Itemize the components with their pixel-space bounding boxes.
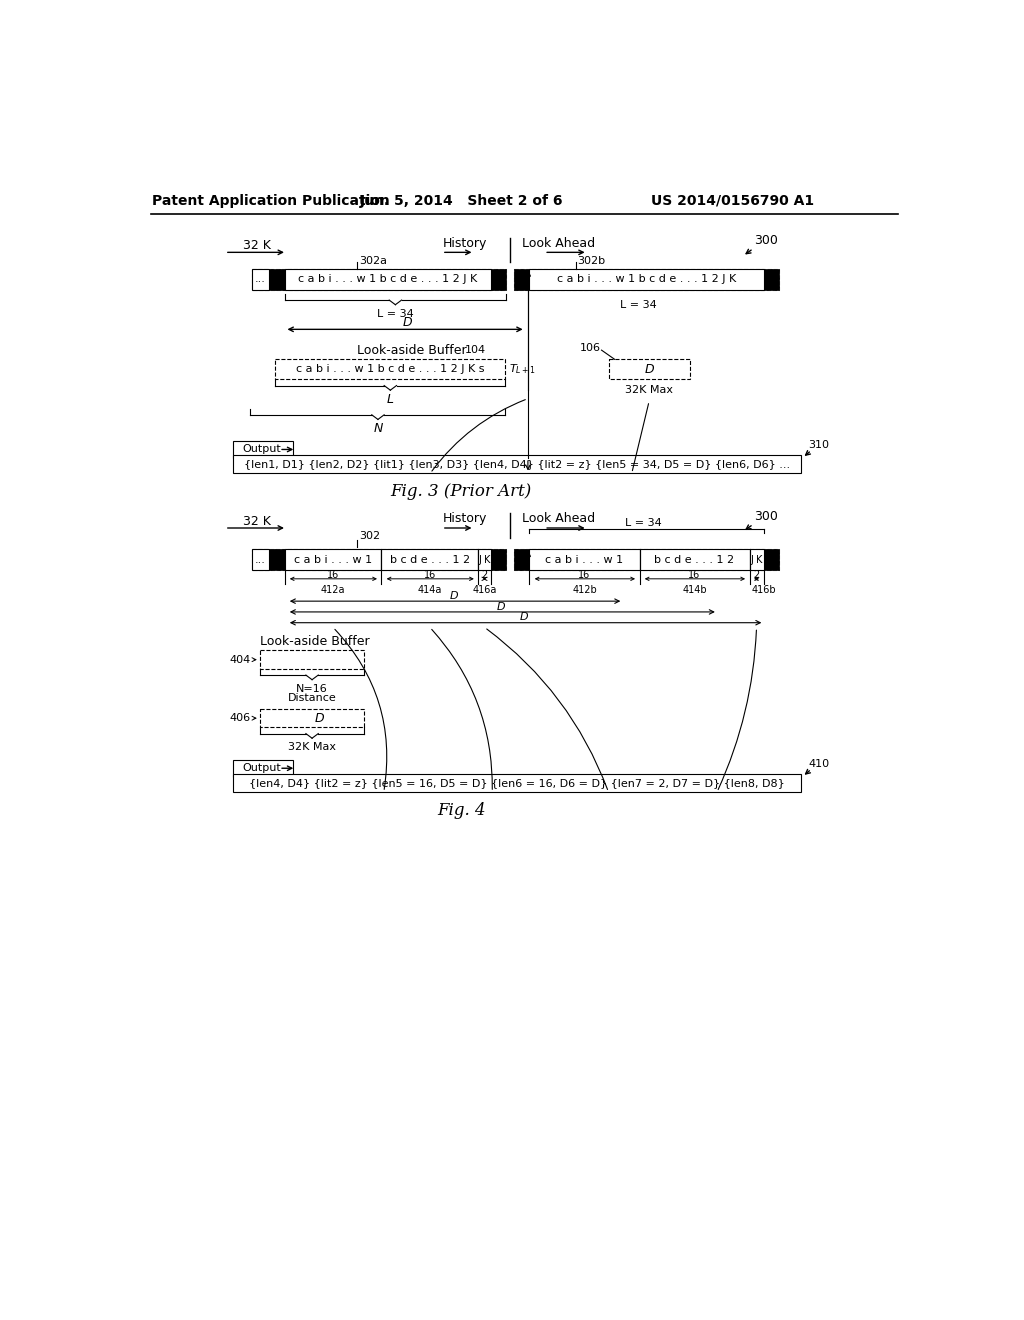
Text: 2: 2 (481, 570, 487, 579)
Bar (285, 549, 381, 570)
Text: 16: 16 (424, 570, 436, 579)
Text: N=16: N=16 (296, 684, 328, 694)
Text: Output: Output (243, 763, 282, 774)
Text: 414a: 414a (418, 585, 442, 595)
Text: D: D (644, 363, 654, 376)
Bar (232, 455, 801, 474)
Text: 300: 300 (755, 510, 778, 523)
Bar (640, 549, 750, 570)
Bar (514, 549, 529, 570)
Text: 310: 310 (809, 440, 829, 450)
Text: 32 K: 32 K (243, 239, 270, 252)
Text: 302a: 302a (359, 256, 387, 265)
Text: 32 K: 32 K (243, 515, 270, 528)
Text: N: N (374, 422, 383, 436)
Bar (608, 359, 690, 379)
Bar (232, 441, 293, 458)
Text: 302b: 302b (578, 256, 605, 265)
Text: 32K Max: 32K Max (288, 742, 336, 752)
Text: Look-aside Buffer: Look-aside Buffer (260, 635, 370, 648)
Bar (252, 549, 506, 570)
Bar (275, 359, 506, 379)
Text: $T_{L+1}$: $T_{L+1}$ (509, 363, 537, 376)
Text: L = 34: L = 34 (620, 300, 656, 310)
Bar (260, 651, 365, 669)
Bar (285, 268, 490, 290)
Text: c a b i . . . w 1 b c d e . . . 1 2 J K: c a b i . . . w 1 b c d e . . . 1 2 J K (557, 275, 736, 284)
Text: US 2014/0156790 A1: US 2014/0156790 A1 (651, 194, 814, 207)
Text: History: History (443, 236, 487, 249)
Bar (252, 268, 269, 290)
Bar (750, 549, 764, 570)
Bar (260, 709, 365, 727)
Text: ...: ... (255, 275, 266, 284)
Text: History: History (443, 512, 487, 525)
Text: Output: Output (243, 445, 282, 454)
Bar (252, 268, 506, 290)
Text: L = 34: L = 34 (625, 517, 662, 528)
Bar (529, 549, 640, 570)
Text: Look-aside Buffer: Look-aside Buffer (356, 343, 466, 356)
Text: 300: 300 (755, 234, 778, 247)
Bar (514, 549, 779, 570)
Bar (232, 760, 293, 776)
Text: 302: 302 (359, 532, 380, 541)
Bar (764, 268, 779, 290)
Bar (490, 268, 506, 290)
Text: c a b i . . . w 1 b c d e . . . 1 2 J K: c a b i . . . w 1 b c d e . . . 1 2 J K (298, 275, 477, 284)
Text: J K: J K (751, 554, 763, 565)
Text: Distance: Distance (288, 693, 337, 704)
Text: L = 34: L = 34 (377, 309, 414, 319)
Text: 2: 2 (754, 570, 760, 579)
Text: 416b: 416b (752, 585, 776, 595)
Text: D: D (450, 591, 458, 601)
Text: ...: ... (255, 554, 266, 565)
Bar (514, 268, 529, 290)
Text: b c d e . . . 1 2: b c d e . . . 1 2 (654, 554, 734, 565)
Text: c a b i . . . w 1 b c d e . . . 1 2 J K s: c a b i . . . w 1 b c d e . . . 1 2 J K … (296, 364, 484, 375)
Text: Patent Application Publication: Patent Application Publication (153, 194, 390, 207)
Bar (514, 268, 779, 290)
Bar (232, 774, 801, 792)
Text: D: D (497, 602, 506, 611)
Bar (764, 549, 779, 570)
Text: c a b i . . . w 1: c a b i . . . w 1 (546, 554, 624, 565)
Text: 412a: 412a (321, 585, 345, 595)
Text: 406: 406 (229, 713, 251, 723)
Text: 104: 104 (465, 345, 486, 355)
Text: Jun. 5, 2014   Sheet 2 of 6: Jun. 5, 2014 Sheet 2 of 6 (359, 194, 563, 207)
Text: 32K Max: 32K Max (626, 385, 673, 395)
Text: b c d e . . . 1 2: b c d e . . . 1 2 (390, 554, 470, 565)
Text: 16: 16 (579, 570, 591, 579)
Text: D: D (402, 315, 412, 329)
Text: 410: 410 (809, 759, 829, 768)
Text: 16: 16 (327, 570, 339, 579)
Bar (490, 549, 506, 570)
Bar (529, 268, 764, 290)
Text: 416a: 416a (472, 585, 497, 595)
Text: D: D (520, 612, 528, 622)
Bar (252, 549, 269, 570)
Text: 106: 106 (580, 343, 601, 352)
Text: L: L (387, 393, 394, 407)
Bar (269, 549, 285, 570)
Text: 412b: 412b (572, 585, 597, 595)
Text: {len4, D4} {lit2 = z} {len5 = 16, D5 = D} {len6 = 16, D6 = D} {len7 = 2, D7 = D}: {len4, D4} {lit2 = z} {len5 = 16, D5 = D… (249, 777, 784, 788)
Text: c a b i . . . w 1: c a b i . . . w 1 (294, 554, 372, 565)
Bar (269, 268, 285, 290)
Text: Look Ahead: Look Ahead (521, 512, 595, 525)
Text: Fig. 4: Fig. 4 (437, 803, 485, 820)
Text: Look Ahead: Look Ahead (521, 236, 595, 249)
Text: Fig. 3 (Prior Art): Fig. 3 (Prior Art) (390, 483, 531, 500)
Text: J K: J K (478, 554, 490, 565)
Text: {len1, D1} {len2, D2} {lit1} {len3, D3} {len4, D4} {lit2 = z} {len5 = 34, D5 = D: {len1, D1} {len2, D2} {lit1} {len3, D3} … (244, 459, 790, 469)
Bar (478, 549, 490, 570)
Text: 404: 404 (229, 655, 251, 665)
Text: 16: 16 (688, 570, 700, 579)
Bar (381, 549, 478, 570)
Text: 414b: 414b (682, 585, 707, 595)
Text: D: D (315, 711, 325, 725)
